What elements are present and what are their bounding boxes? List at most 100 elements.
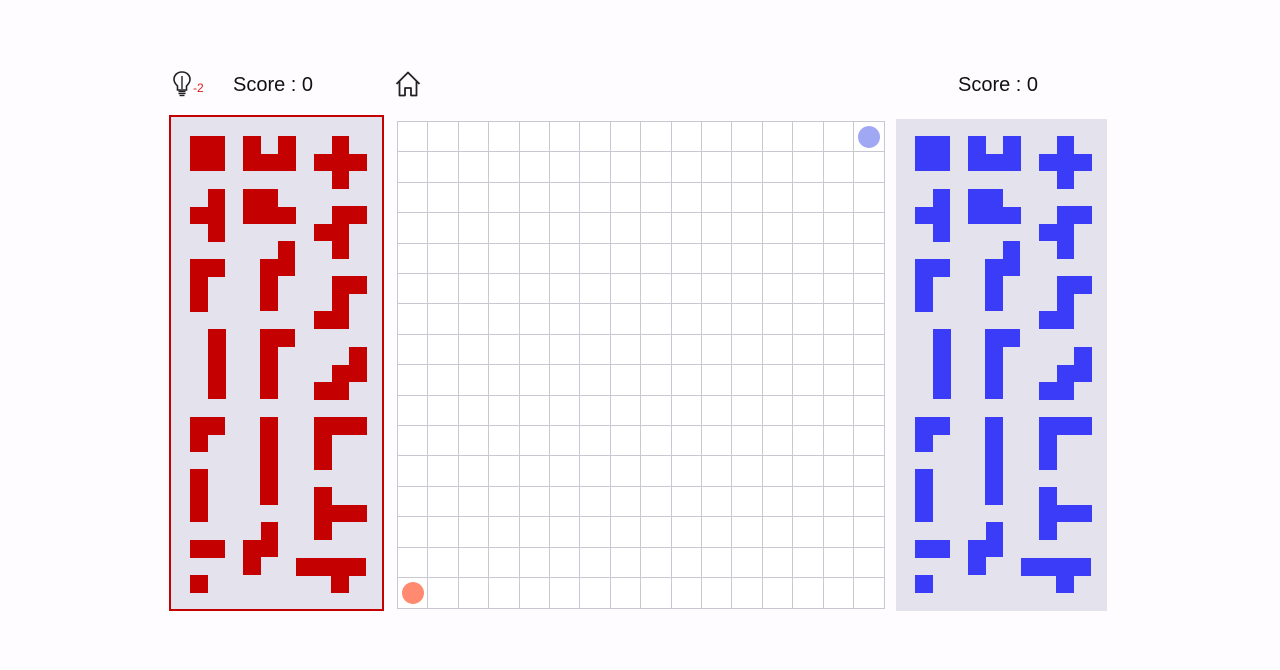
- blue-piece-o4[interactable]: [915, 136, 951, 172]
- board-cell[interactable]: [580, 213, 611, 244]
- board-cell[interactable]: [762, 426, 794, 457]
- board-cell[interactable]: [489, 182, 520, 214]
- board-cell[interactable]: [580, 274, 611, 305]
- board-cell[interactable]: [854, 304, 885, 335]
- blue-piece-p5[interactable]: [968, 189, 1021, 225]
- blue-piece-i1[interactable]: [915, 575, 933, 593]
- board-cell[interactable]: [398, 182, 429, 214]
- board-cell[interactable]: [610, 334, 642, 366]
- board-cell[interactable]: [823, 547, 854, 578]
- board-cell[interactable]: [824, 578, 854, 609]
- board-cell[interactable]: [793, 334, 824, 366]
- board-cell[interactable]: [671, 426, 702, 457]
- blue-piece-i4[interactable]: [933, 329, 951, 400]
- board-cell[interactable]: [610, 304, 642, 335]
- board-cell[interactable]: [489, 274, 520, 305]
- board-cell[interactable]: [702, 243, 733, 274]
- board-cell[interactable]: [793, 243, 824, 274]
- board-cell[interactable]: [854, 396, 885, 426]
- board-cell[interactable]: [610, 486, 642, 518]
- board-cell[interactable]: [398, 547, 429, 578]
- board-cell[interactable]: [732, 486, 763, 518]
- board-cell[interactable]: [428, 243, 459, 274]
- board-cell[interactable]: [398, 122, 429, 153]
- board-cell[interactable]: [702, 395, 733, 426]
- board-cell[interactable]: [550, 243, 581, 274]
- board-cell[interactable]: [702, 547, 733, 578]
- board-cell[interactable]: [398, 486, 429, 518]
- board-cell[interactable]: [428, 152, 459, 183]
- board-cell[interactable]: [823, 274, 854, 305]
- board-cell[interactable]: [519, 426, 550, 457]
- board-cell[interactable]: [610, 274, 642, 305]
- board-cell[interactable]: [823, 152, 854, 183]
- board-cell[interactable]: [550, 334, 581, 366]
- board-cell[interactable]: [762, 395, 794, 426]
- board-cell[interactable]: [823, 456, 854, 487]
- board-cell[interactable]: [580, 334, 611, 366]
- board-cell[interactable]: [550, 578, 581, 609]
- board-cell[interactable]: [550, 182, 581, 214]
- board-cell[interactable]: [702, 182, 733, 214]
- board-cell[interactable]: [732, 182, 763, 214]
- board-cell[interactable]: [671, 517, 702, 548]
- board-cell[interactable]: [641, 122, 672, 153]
- board-cell[interactable]: [854, 152, 885, 183]
- board-cell[interactable]: [519, 486, 550, 518]
- board-cell[interactable]: [762, 547, 794, 578]
- board-cell[interactable]: [398, 152, 429, 183]
- board-cell[interactable]: [458, 517, 490, 548]
- board-cell[interactable]: [641, 456, 672, 487]
- board-cell[interactable]: [580, 486, 611, 518]
- board-cell[interactable]: [854, 122, 885, 153]
- board-cell[interactable]: [732, 243, 763, 274]
- board-cell[interactable]: [428, 122, 459, 153]
- board-cell[interactable]: [428, 365, 459, 396]
- board-cell[interactable]: [519, 182, 550, 214]
- board-cell[interactable]: [793, 395, 824, 426]
- board-cell[interactable]: [519, 395, 550, 426]
- board-cell[interactable]: [702, 486, 733, 518]
- board-cell[interactable]: [702, 213, 733, 244]
- board-cell[interactable]: [428, 395, 459, 426]
- board-cell[interactable]: [398, 578, 429, 609]
- board-cell[interactable]: [854, 426, 885, 457]
- board-cell[interactable]: [671, 456, 702, 487]
- blue-piece-u5[interactable]: [968, 136, 1021, 172]
- board-cell[interactable]: [793, 578, 824, 609]
- board-cell[interactable]: [398, 243, 429, 274]
- board-cell[interactable]: [641, 213, 672, 244]
- board-cell[interactable]: [489, 486, 520, 518]
- board-cell[interactable]: [793, 547, 824, 578]
- red-piece-v3b[interactable]: [190, 417, 226, 453]
- board-cell[interactable]: [762, 334, 794, 366]
- board-cell[interactable]: [732, 122, 763, 153]
- board-cell[interactable]: [823, 365, 854, 396]
- board-cell[interactable]: [702, 578, 733, 609]
- board-cell[interactable]: [458, 122, 490, 153]
- board-cell[interactable]: [671, 334, 702, 366]
- board-cell[interactable]: [732, 395, 763, 426]
- board-cell[interactable]: [732, 517, 763, 548]
- red-piece-v3[interactable]: [190, 259, 226, 312]
- board-cell[interactable]: [702, 274, 733, 305]
- red-piece-f5[interactable]: [314, 206, 367, 259]
- board-cell[interactable]: [854, 517, 885, 548]
- board-cell[interactable]: [580, 182, 611, 214]
- board-cell[interactable]: [854, 335, 885, 366]
- board-cell[interactable]: [854, 548, 885, 578]
- game-board[interactable]: [397, 121, 886, 610]
- board-cell[interactable]: [641, 547, 672, 578]
- board-cell[interactable]: [762, 486, 794, 518]
- board-cell[interactable]: [610, 365, 642, 396]
- board-cell[interactable]: [398, 456, 429, 487]
- board-cell[interactable]: [702, 304, 733, 335]
- board-cell[interactable]: [610, 456, 642, 487]
- red-piece-t5[interactable]: [296, 558, 367, 594]
- board-cell[interactable]: [732, 274, 763, 305]
- blue-piece-l5[interactable]: [985, 329, 1021, 400]
- board-cell[interactable]: [580, 517, 611, 548]
- board-cell[interactable]: [823, 517, 854, 548]
- board-cell[interactable]: [793, 365, 824, 396]
- board-cell[interactable]: [428, 213, 459, 244]
